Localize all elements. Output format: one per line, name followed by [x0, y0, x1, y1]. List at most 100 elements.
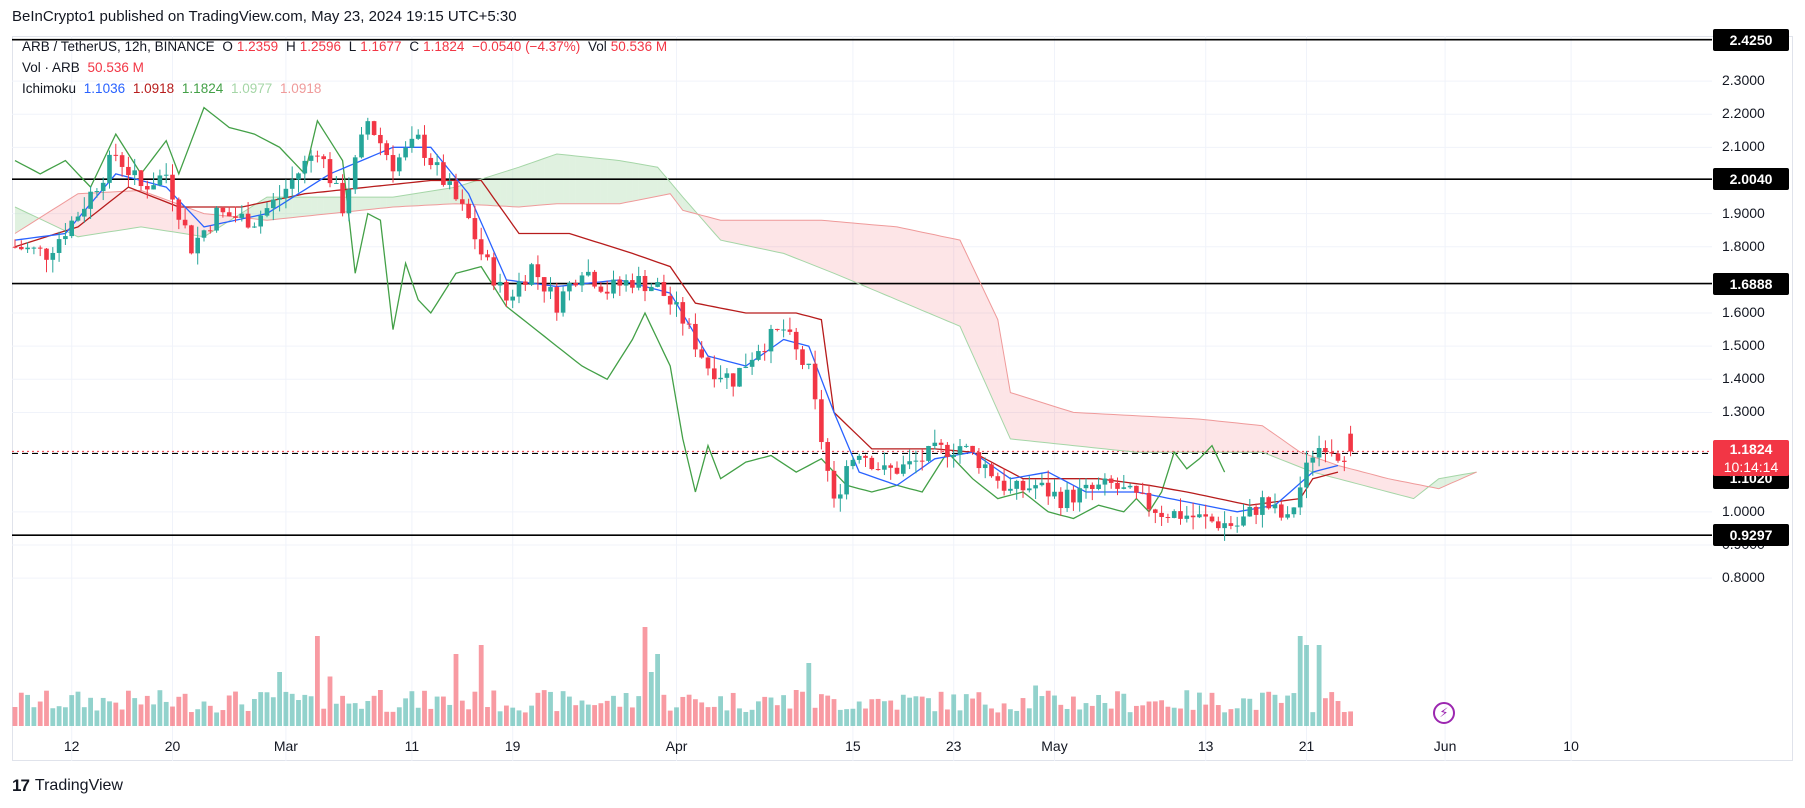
cloud-segment — [487, 175, 494, 206]
candlestick-chart[interactable] — [12, 36, 1793, 761]
time-tick: 13 — [1197, 738, 1214, 754]
cloud-segment — [1407, 482, 1414, 499]
candle-body — [1209, 516, 1215, 522]
candle-body — [875, 469, 881, 471]
lightning-icon[interactable]: ⚡ — [1433, 702, 1455, 724]
volume-bar — [743, 711, 749, 726]
legend-ichimoku-lagging: 1.1824 — [181, 81, 224, 96]
cloud-segment — [1023, 396, 1030, 441]
candle-body — [1153, 509, 1158, 513]
volume-bar — [882, 701, 887, 726]
cloud-segment — [594, 157, 601, 204]
volume-bar — [856, 701, 862, 726]
candle-body — [775, 328, 780, 330]
volume-bar — [926, 698, 931, 726]
cloud-segment — [1004, 356, 1011, 439]
candle-body — [1027, 488, 1032, 491]
cloud-segment — [1432, 478, 1439, 489]
candle-body — [422, 134, 427, 158]
cloud-segment — [607, 159, 614, 204]
candle-body — [1279, 504, 1284, 518]
volume-bar — [56, 706, 62, 726]
volume-bar — [1260, 692, 1265, 726]
grid-lines — [12, 36, 1712, 761]
time-tick: 12 — [63, 738, 80, 754]
candle-body — [586, 271, 591, 276]
volume-bar — [18, 692, 24, 726]
candle-body — [371, 121, 377, 135]
volume-bar — [378, 690, 383, 726]
candle-body — [951, 454, 956, 457]
cloud-segment — [21, 209, 28, 230]
candle-body — [296, 173, 301, 180]
candle-body — [850, 459, 856, 467]
time-tick: Jun — [1433, 738, 1457, 754]
cloud-segment — [380, 197, 387, 209]
cloud-segment — [1111, 414, 1118, 451]
candle-body — [1228, 523, 1234, 526]
cloud-segment — [1092, 413, 1099, 449]
candle-body — [888, 465, 893, 468]
volume-bar — [1304, 645, 1309, 726]
volume-bar — [302, 694, 308, 726]
cloud-segment — [821, 220, 828, 271]
chart-frame — [12, 36, 1793, 761]
candle-body — [1159, 512, 1164, 518]
candle-body — [258, 215, 263, 227]
volume-bar — [919, 696, 925, 726]
volume-bar — [459, 700, 465, 726]
last-price-value: 1.1824 — [1729, 441, 1773, 458]
volume-bar — [957, 710, 963, 726]
candle-body — [157, 175, 163, 186]
volume-bar — [1329, 692, 1335, 726]
volume-bar — [371, 695, 377, 726]
cloud-segment — [405, 194, 412, 207]
volume-bar — [220, 710, 226, 726]
volume-bar — [837, 709, 843, 726]
candle-body — [1329, 452, 1334, 454]
volume-bar — [195, 709, 201, 726]
volume-bar — [522, 712, 528, 726]
candle-body — [453, 181, 459, 200]
support-resistance-levels — [12, 38, 1712, 536]
candle-body — [37, 247, 43, 249]
candle-body — [409, 138, 415, 148]
cloud-segment — [330, 197, 337, 214]
legend-high: 1.2596 — [299, 39, 341, 54]
cloud-segment — [720, 220, 727, 242]
cloud-segment — [443, 188, 450, 205]
volume-bar — [730, 692, 736, 726]
cloud-segment — [708, 216, 715, 233]
volume-bar — [1096, 694, 1101, 726]
time-tick: 23 — [945, 738, 962, 754]
legend-change: −0.0540 (−4.37%) — [472, 39, 581, 54]
volume-bar — [762, 696, 768, 726]
cloud-segment — [1010, 392, 1017, 440]
candle-body — [1348, 433, 1353, 452]
candle-body — [460, 199, 465, 204]
candle-body — [793, 331, 799, 350]
cloud-segment — [645, 165, 652, 199]
volume-bar — [1285, 695, 1290, 726]
volume-bar — [403, 698, 408, 726]
cloud-segment — [1180, 418, 1187, 453]
cloud-segment — [1287, 443, 1294, 465]
cloud-segment — [1174, 417, 1181, 453]
volume-bar — [321, 708, 327, 726]
candle-body — [214, 207, 219, 231]
volume-bar — [800, 691, 805, 726]
cloud-segment — [1438, 477, 1446, 489]
cloud-segment — [859, 223, 866, 287]
candle-body — [63, 236, 68, 240]
volume-bar — [44, 690, 49, 726]
candle-body — [315, 155, 320, 157]
candle-body — [1121, 487, 1127, 489]
candle-body — [800, 349, 805, 365]
volume-bar — [825, 695, 831, 726]
candle-body — [352, 157, 358, 190]
cloud-segment — [1350, 468, 1357, 484]
cloud-segment — [1086, 413, 1093, 448]
candle-body — [1171, 511, 1177, 518]
candle-body — [1260, 497, 1265, 515]
price-tick: 0.8000 — [1722, 569, 1765, 586]
